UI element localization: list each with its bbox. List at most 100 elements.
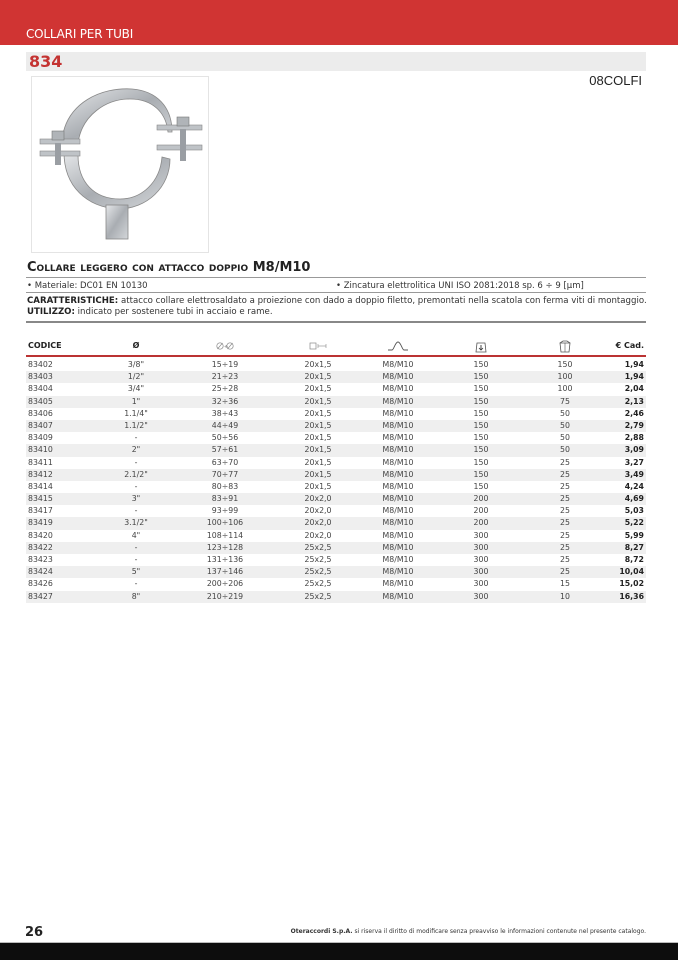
cell-price: 2,13 <box>624 396 644 406</box>
cell-thread: M8/M10 <box>382 555 414 564</box>
cell-pack-qty: 15 <box>560 579 570 589</box>
divider <box>26 292 646 293</box>
table-row: 83419 3.1/2" 100÷106 20x2,0 M8/M10 200 25 5,22 <box>26 517 646 530</box>
cell-range: 50÷56 <box>211 433 239 443</box>
cell-pack-qty: 25 <box>560 530 570 540</box>
cell-price: 5,03 <box>624 506 644 516</box>
table-row: 83423 - 131÷136 25x2,5 M8/M10 300 25 8,72 <box>26 554 646 566</box>
cell-range: 210÷219 <box>206 591 244 601</box>
cell-range: 57÷61 <box>211 445 239 455</box>
cell-box-qty: 300 <box>473 542 489 552</box>
cell-thread: M8/M10 <box>382 530 414 540</box>
table-row: 83422 - 123÷128 25x2,5 M8/M10 300 25 8,27 <box>26 541 646 554</box>
cell-thread: M8/M10 <box>382 420 414 430</box>
cell-pack-qty: 25 <box>560 567 570 577</box>
cell-box-qty: 150 <box>473 457 489 467</box>
cell-band: 20x1,5 <box>304 372 332 382</box>
cell-diameter: 2.1/2" <box>124 469 148 479</box>
cell-band: 20x2,0 <box>304 518 332 528</box>
header-underline <box>26 355 646 357</box>
cell-codice: 83404 <box>28 384 53 394</box>
cell-box-qty: 300 <box>473 555 489 564</box>
cell-price: 1,94 <box>624 372 644 382</box>
cell-box-qty: 150 <box>473 384 489 394</box>
cell-band: 20x1,5 <box>304 445 332 455</box>
cell-price: 1,94 <box>624 360 644 369</box>
cell-range: 70÷77 <box>211 469 239 479</box>
table-row: 83410 2" 57÷61 20x1,5 M8/M10 150 50 3,09 <box>26 444 646 457</box>
cell-box-qty: 150 <box>473 408 489 418</box>
family-code: 08COLFI <box>589 73 642 88</box>
cell-pack-qty: 25 <box>560 542 570 552</box>
section-title: COLLARI PER TUBI <box>26 27 134 41</box>
cell-diameter: - <box>134 542 138 552</box>
table-row: 83407 1.1/2" 44÷49 20x1,5 M8/M10 150 50 2,79 <box>26 419 646 433</box>
cell-diameter: 1.1/4" <box>124 408 148 418</box>
cell-pack-qty: 25 <box>560 457 570 467</box>
cell-diameter: - <box>134 506 138 516</box>
cell-price: 15,02 <box>619 579 644 589</box>
cell-price: 2,46 <box>624 408 644 418</box>
cell-price: 5,22 <box>624 518 644 528</box>
cell-range: 15÷19 <box>211 360 239 369</box>
table-row: 83427 8" 210÷219 25x2,5 M8/M10 300 10 16,36 <box>26 590 646 603</box>
cell-range: 123÷128 <box>206 542 244 552</box>
cell-codice: 83405 <box>28 396 53 406</box>
table-row: 83409 - 50÷56 20x1,5 M8/M10 150 50 2,88 <box>26 432 646 444</box>
cell-pack-qty: 50 <box>560 445 570 455</box>
cell-price: 10,04 <box>619 567 644 577</box>
cell-band: 20x1,5 <box>304 433 332 443</box>
band-size-icon <box>270 337 366 355</box>
cell-price: 3,27 <box>624 457 644 467</box>
cell-thread: M8/M10 <box>382 494 414 504</box>
cell-diameter: 1.1/2" <box>124 420 148 430</box>
cell-codice: 83420 <box>28 530 53 540</box>
cell-codice: 83410 <box>28 445 53 455</box>
cell-codice: 83403 <box>28 372 53 382</box>
cell-band: 20x2,0 <box>304 506 332 516</box>
cell-thread: M8/M10 <box>382 542 414 552</box>
cell-codice: 83423 <box>28 555 53 564</box>
cell-diameter: 1" <box>131 396 141 406</box>
table-row: 83404 3/4" 25÷28 20x1,5 M8/M10 150 100 2,04 <box>26 383 646 395</box>
cell-box-qty: 300 <box>473 567 489 577</box>
cell-price: 4,69 <box>624 494 644 504</box>
disclaimer: Oteraccordi S.p.A. si riserva il diritto… <box>290 928 646 935</box>
table-row: 83402 3/8" 15÷19 20x1,5 M8/M10 150 150 1,94 <box>26 359 646 371</box>
cell-price: 2,88 <box>624 433 644 443</box>
cell-price: 8,72 <box>624 555 644 564</box>
header-price: € Cad. <box>615 341 644 350</box>
cell-band: 25x2,5 <box>304 542 332 552</box>
cell-range: 137÷146 <box>206 567 244 577</box>
cell-price: 5,99 <box>624 530 644 540</box>
cell-diameter: - <box>134 555 138 564</box>
cell-thread: M8/M10 <box>382 396 414 406</box>
range-diameter-icon: ÷ <box>180 337 270 355</box>
cell-band: 20x1,5 <box>304 360 332 369</box>
material-spec: • Materiale: DC01 EN 10130 <box>27 281 148 291</box>
cell-pack-qty: 25 <box>560 506 570 516</box>
cell-band: 20x1,5 <box>304 408 332 418</box>
cell-box-qty: 150 <box>473 445 489 455</box>
cell-box-qty: 300 <box>473 591 489 601</box>
cell-box-qty: 150 <box>473 433 489 443</box>
cell-box-qty: 150 <box>473 420 489 430</box>
cell-band: 20x1,5 <box>304 481 332 491</box>
cell-diameter: 3/8" <box>127 360 145 369</box>
cell-band: 20x1,5 <box>304 469 332 479</box>
cell-diameter: - <box>134 579 138 589</box>
table-row: 83426 - 200÷206 25x2,5 M8/M10 300 15 15,02 <box>26 578 646 590</box>
cell-range: 25÷28 <box>211 384 239 394</box>
cell-range: 63÷70 <box>211 457 239 467</box>
cell-band: 20x1,5 <box>304 384 332 394</box>
cell-pack-qty: 25 <box>560 469 570 479</box>
product-code-bar: 834 <box>26 52 646 71</box>
cell-range: 21÷23 <box>211 372 239 382</box>
cell-thread: M8/M10 <box>382 567 414 577</box>
cell-diameter: 1/2" <box>127 372 145 382</box>
product-image <box>31 76 209 253</box>
cell-codice: 83417 <box>28 506 53 516</box>
cell-price: 16,36 <box>619 591 644 601</box>
table-row: 83417 - 93÷99 20x2,0 M8/M10 200 25 5,03 <box>26 505 646 517</box>
cell-pack-qty: 25 <box>560 555 570 564</box>
